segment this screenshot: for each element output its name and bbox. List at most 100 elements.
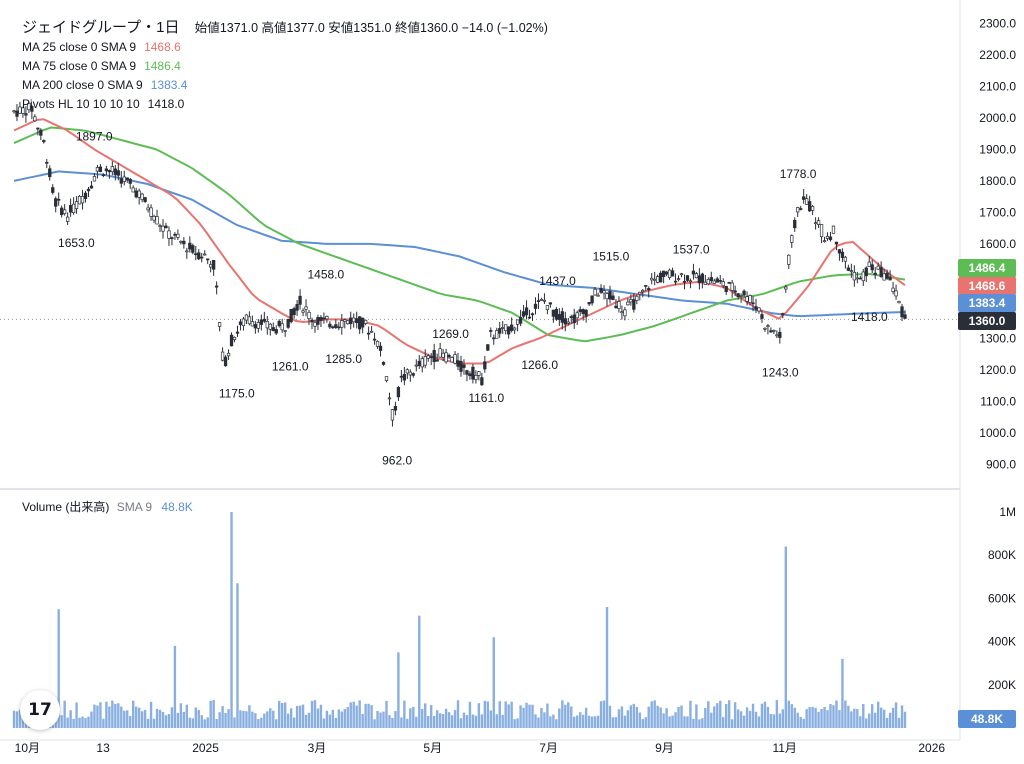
- volume-bar: [358, 700, 361, 728]
- candle-body: [361, 317, 365, 328]
- candle-body: [563, 318, 567, 325]
- volume-bar: [874, 712, 877, 728]
- candle-body: [605, 293, 609, 300]
- volume-bar: [882, 709, 886, 728]
- candle-body: [420, 358, 424, 368]
- volume-bar: [781, 709, 785, 728]
- pivot-label: 1458.0: [307, 268, 344, 282]
- candle-body: [825, 235, 830, 239]
- volume-bar: [206, 717, 209, 728]
- volume-bar: [716, 703, 719, 728]
- candle-body: [158, 225, 162, 227]
- volume-bar: [853, 708, 856, 728]
- candle-body: [214, 285, 219, 288]
- indicator-value: 1468.6: [144, 40, 181, 54]
- chart-title[interactable]: ジェイドグループ・1日: [22, 19, 180, 36]
- volume-bar: [280, 703, 284, 728]
- indicator-label: MA 25 close 0 SMA 9: [22, 40, 137, 54]
- candle-body: [557, 314, 561, 320]
- candle-body: [793, 219, 797, 229]
- candle-body: [188, 242, 192, 250]
- candle-body: [465, 370, 469, 375]
- volume-bar: [143, 709, 147, 728]
- volume-bar: [578, 712, 582, 728]
- ma200-price-badge: 1383.4: [958, 294, 1016, 312]
- volume-bar: [203, 719, 206, 728]
- volume-bar: [862, 703, 865, 728]
- candle-body: [414, 364, 418, 367]
- volume-bar: [707, 701, 710, 728]
- volume-bar: [644, 717, 647, 728]
- price-axis-label: 1800.0: [979, 174, 1016, 188]
- volume-bar: [117, 703, 120, 728]
- candle-body: [393, 406, 398, 411]
- candle-body: [745, 296, 749, 302]
- candle-body: [638, 291, 642, 295]
- candle-body: [554, 308, 558, 320]
- volume-bar: [328, 714, 332, 728]
- pivot-label: 1243.0: [762, 365, 799, 379]
- candle-body: [65, 216, 70, 222]
- candle-body: [185, 250, 189, 253]
- candle-body: [170, 237, 174, 240]
- candle-body: [730, 282, 734, 291]
- volume-bar: [808, 707, 811, 728]
- volume-bar: [811, 706, 814, 728]
- candle-body: [837, 249, 842, 254]
- pivot-label: 1266.0: [521, 358, 558, 372]
- candle-body: [855, 277, 859, 280]
- candle-body: [77, 196, 82, 205]
- volume-legend[interactable]: Volume (出来高) SMA 9 48.8K: [22, 498, 193, 515]
- candle-body: [709, 277, 713, 282]
- candle-body: [322, 317, 326, 320]
- candle-body: [203, 253, 207, 256]
- candle-body: [21, 107, 25, 114]
- volume-bar: [260, 717, 263, 728]
- pivot-label: 1515.0: [593, 250, 630, 264]
- pivot-label: 1161.0: [468, 391, 504, 405]
- time-axis-label: 2025: [192, 741, 219, 755]
- candle-body: [277, 320, 281, 327]
- volume-bar: [197, 709, 200, 728]
- volume-bar: [871, 704, 874, 728]
- candle-body: [787, 254, 791, 265]
- tradingview-logo[interactable]: 17: [20, 690, 60, 730]
- candle-body: [590, 295, 594, 304]
- candle-body: [712, 280, 716, 284]
- volume-bar: [686, 716, 689, 728]
- volume-bar: [412, 706, 415, 728]
- candle-body: [15, 110, 19, 117]
- indicator-ma75[interactable]: MA 75 close 0 SMA 9 1486.4: [22, 57, 548, 76]
- candle-body: [778, 331, 782, 338]
- volume-bar: [18, 709, 22, 728]
- volume-bar: [763, 701, 767, 728]
- volume-bar: [623, 715, 627, 728]
- time-axis-label: 7月: [539, 741, 558, 755]
- candle-body: [429, 356, 433, 359]
- pivot-label: 1537.0: [673, 243, 710, 257]
- candle-body: [384, 376, 389, 381]
- pivot-label: 1175.0: [219, 387, 255, 401]
- pivot-label: 1437.0: [539, 274, 576, 288]
- volume-bar: [409, 708, 412, 728]
- volume-bar: [727, 700, 731, 728]
- candle-body: [104, 168, 109, 172]
- candle-body: [515, 319, 520, 325]
- candle-body: [751, 302, 755, 305]
- volume-bar: [730, 719, 734, 728]
- volume-bar: [522, 707, 525, 728]
- candle-body: [92, 176, 97, 182]
- indicator-pivots[interactable]: Pivots HL 10 10 10 10 1418.0: [22, 95, 548, 114]
- candle-body: [48, 168, 52, 178]
- indicator-ma200[interactable]: MA 200 close 0 SMA 9 1383.4: [22, 76, 548, 95]
- volume-bar: [868, 713, 871, 728]
- volume-bar: [850, 711, 853, 728]
- candle-body: [51, 187, 55, 193]
- volume-bar: [105, 701, 108, 728]
- volume-bar: [69, 710, 72, 728]
- indicator-ma25[interactable]: MA 25 close 0 SMA 9 1468.6: [22, 38, 548, 57]
- volume-bar: [865, 718, 868, 728]
- candle-body: [191, 245, 195, 253]
